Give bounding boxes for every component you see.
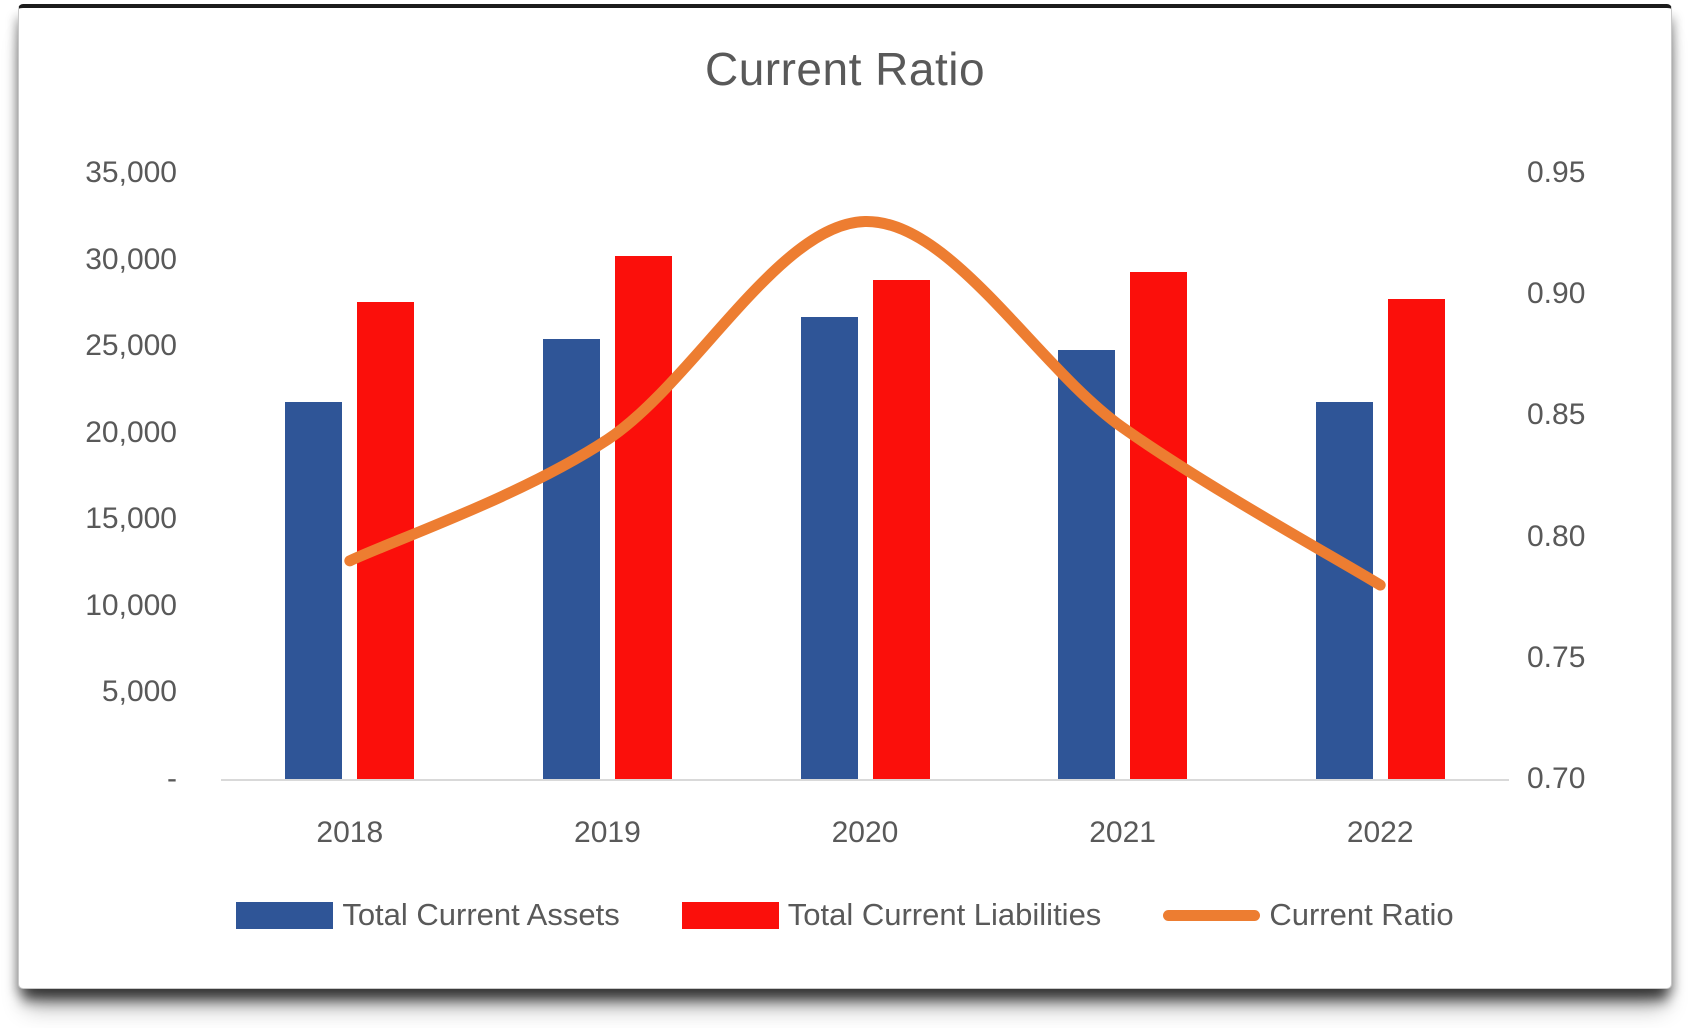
x-axis-tick: 2022	[1346, 816, 1414, 849]
legend-item-current-ratio: Current Ratio	[1163, 897, 1454, 933]
bar-total-current-liabilities-2020	[872, 280, 930, 779]
legend-label-total-current-liabilities: Total Current Liabilities	[787, 897, 1102, 932]
bar-total-current-liabilities-2022	[1387, 298, 1445, 779]
left-axis-tick: 25,000	[85, 329, 177, 363]
bar-total-current-liabilities-2019	[614, 256, 672, 779]
right-axis-tick: 0.90	[1527, 277, 1586, 311]
left-axis-tick: 5,000	[101, 675, 177, 709]
right-axis-tick: 0.80	[1527, 519, 1586, 553]
bar-total-current-liabilities-2018	[357, 301, 415, 779]
right-axis-tick: 0.70	[1527, 762, 1586, 795]
left-axis-tick: 10,000	[85, 588, 177, 622]
x-axis-tick: 2020	[831, 816, 899, 849]
bar-total-current-assets-2022	[1315, 401, 1373, 779]
x-axis-tick: 2021	[1089, 816, 1156, 849]
bar-total-current-assets-2021	[1058, 350, 1116, 779]
left-axis-tick: 35,000	[85, 156, 177, 189]
bar-total-current-assets-2018	[285, 401, 343, 779]
chart-card: Current Ratio 35,000 30,000 25,000 20,000 15…	[18, 4, 1672, 989]
left-axis-tick: -	[167, 762, 177, 795]
x-axis-tick: 2019	[574, 816, 641, 849]
current-ratio-line	[344, 215, 1386, 591]
legend-label-current-ratio: Current Ratio	[1269, 897, 1454, 932]
right-axis-tick: 0.85	[1527, 398, 1586, 432]
x-axis-line	[221, 779, 1509, 781]
legend-swatch-total-current-liabilities	[681, 901, 779, 929]
bar-total-current-liabilities-2021	[1130, 271, 1188, 779]
bar-total-current-assets-2019	[542, 339, 600, 779]
legend-swatch-total-current-assets	[236, 901, 334, 929]
left-axis-tick: 15,000	[85, 502, 177, 536]
right-axis-tick: 0.95	[1527, 156, 1586, 189]
chart-title: Current Ratio	[704, 43, 986, 95]
bar-total-current-assets-2020	[800, 316, 858, 779]
legend: Total Current Assets Total Current Liabi…	[19, 897, 1671, 933]
x-axis-tick: 2018	[316, 816, 384, 849]
right-axis-tick: 0.75	[1527, 640, 1586, 674]
legend-swatch-current-ratio	[1163, 909, 1261, 921]
legend-label-total-current-assets: Total Current Assets	[342, 897, 620, 932]
left-axis-tick: 20,000	[85, 415, 177, 449]
left-axis-tick: 30,000	[85, 242, 177, 276]
legend-item-liabilities: Total Current Liabilities	[681, 897, 1102, 933]
legend-item-assets: Total Current Assets	[236, 897, 620, 933]
